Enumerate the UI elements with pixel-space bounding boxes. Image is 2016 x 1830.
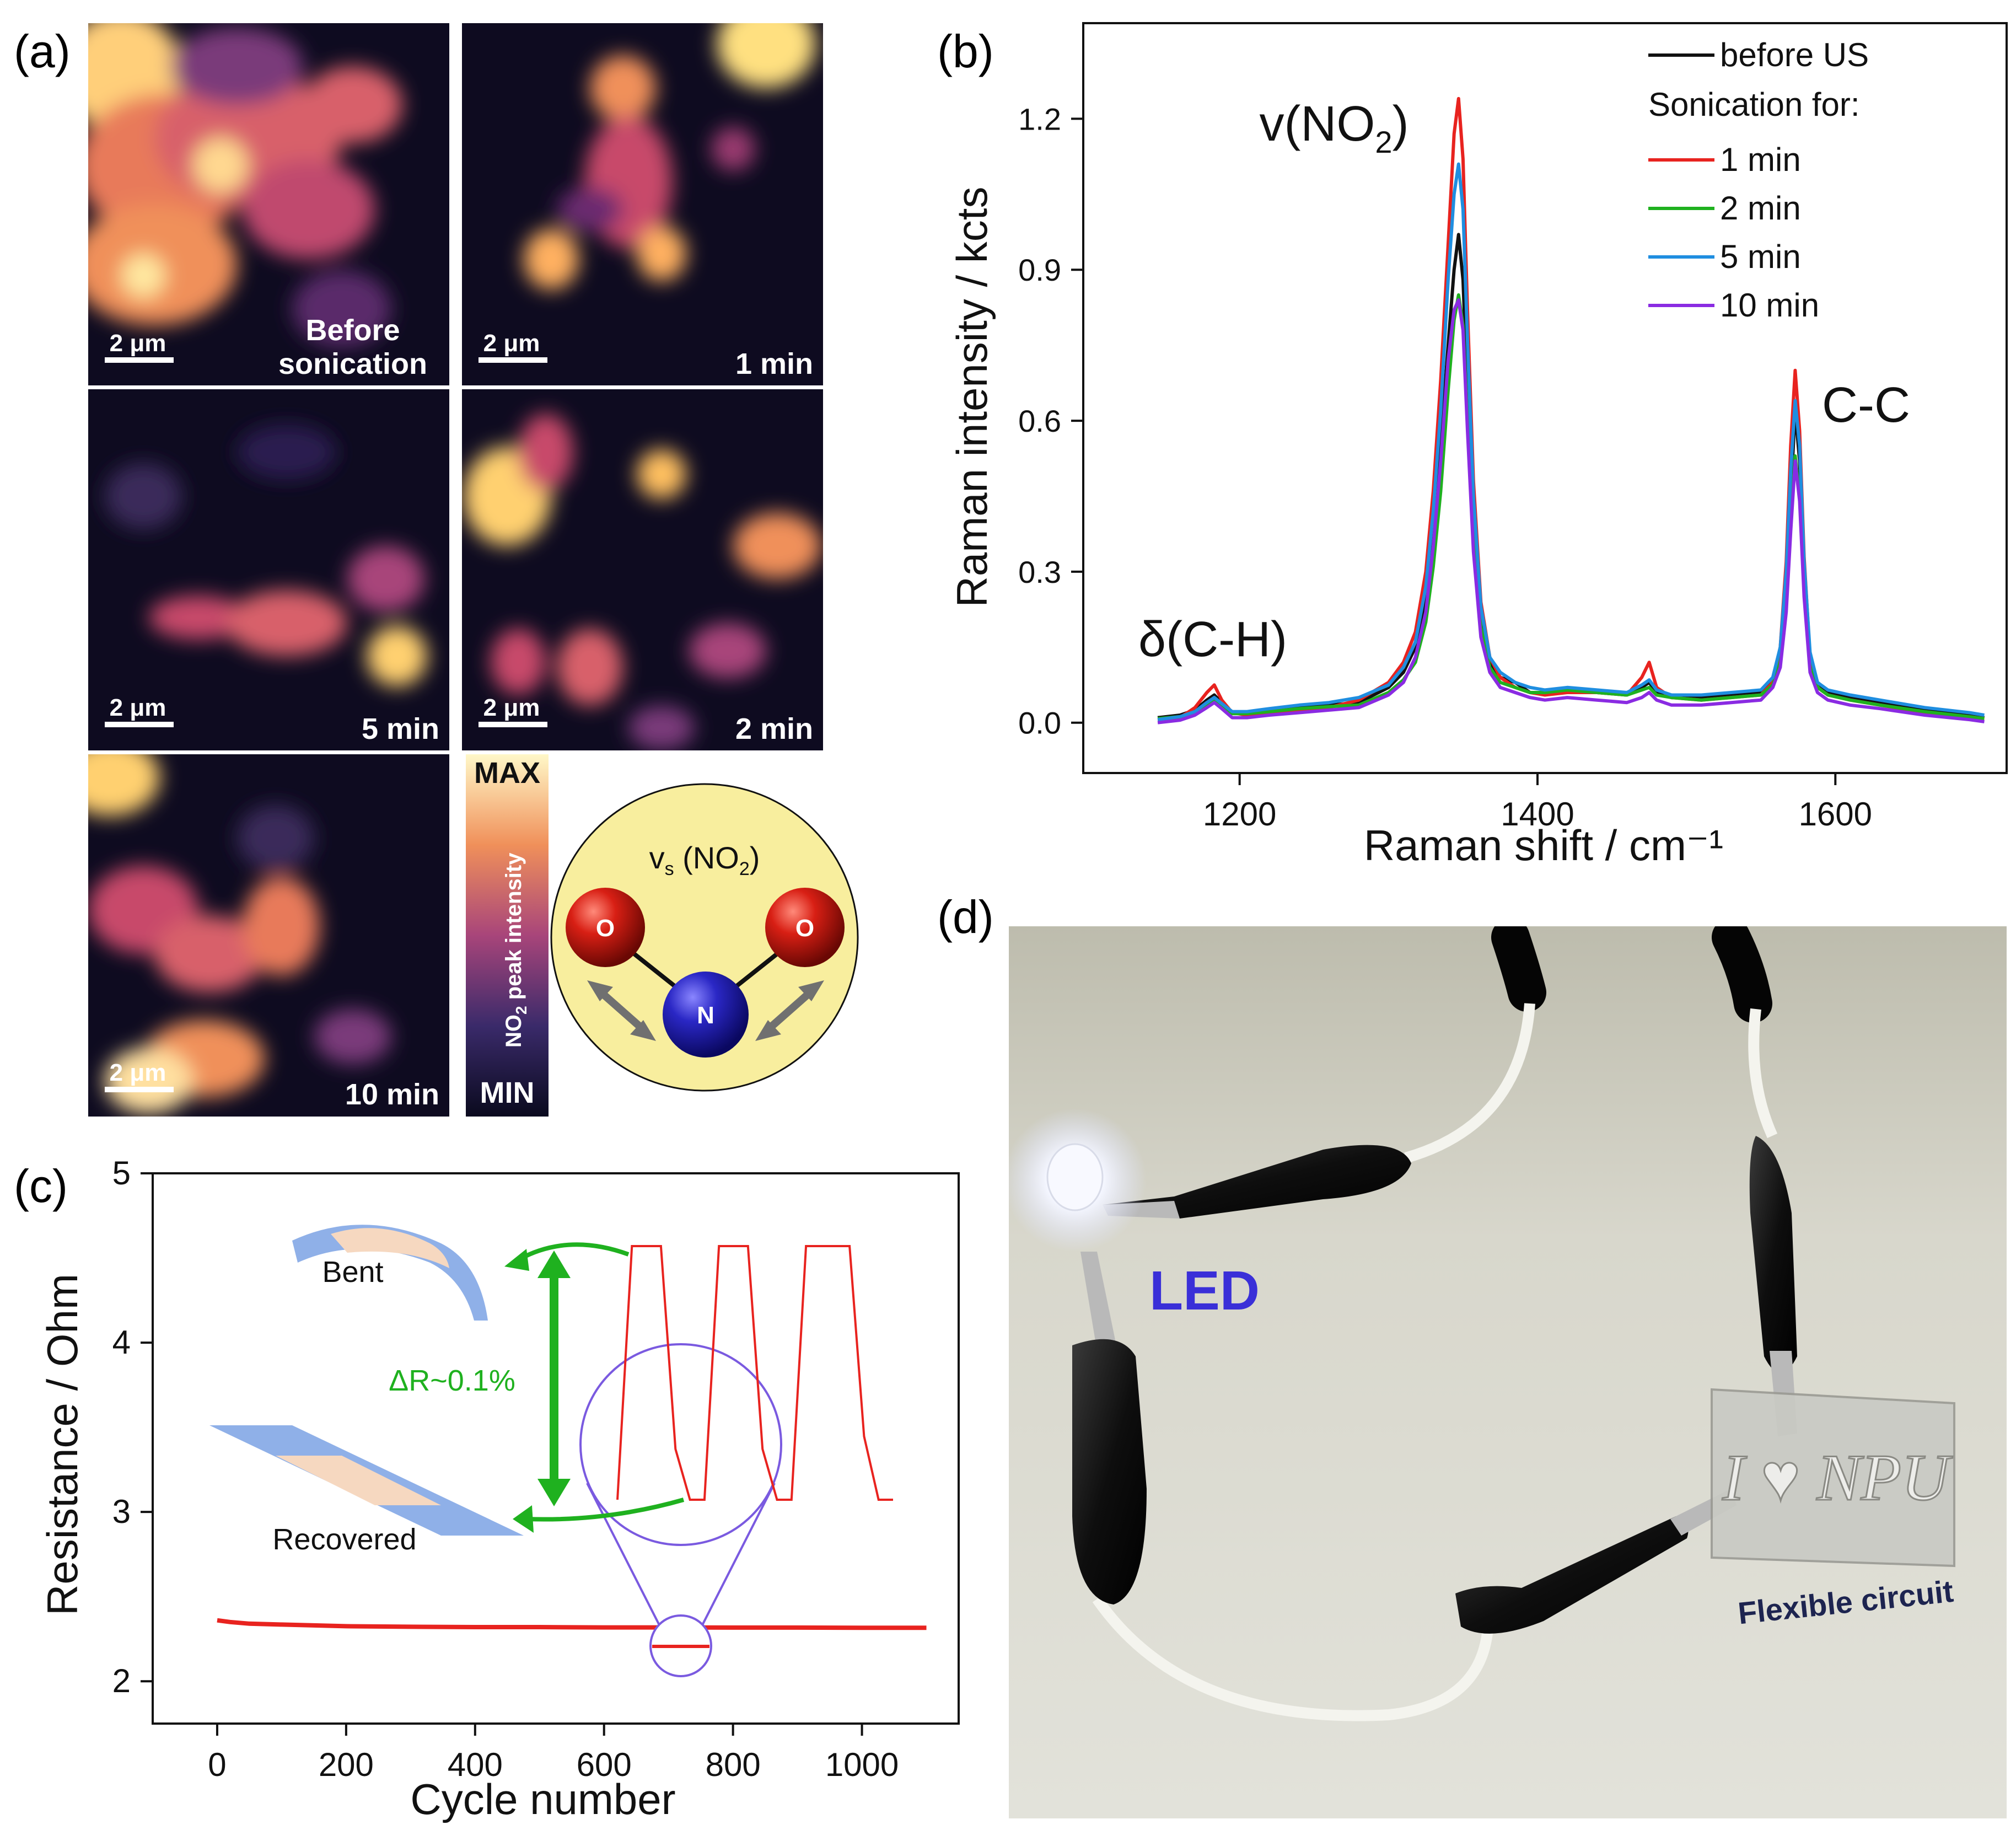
chart-c-xtick-label: 0 — [208, 1746, 226, 1783]
colorbar-max: MAX — [474, 756, 540, 790]
svg-text:2 μm: 2 μm — [110, 1059, 166, 1086]
panel-label-a: (a) — [14, 25, 71, 77]
annotation-ch: δ(C-H) — [1138, 612, 1287, 667]
panel-b-chart: 1200 1400 1600 0.0 0.3 0.6 0.9 1.2 Raman shift … — [948, 22, 2008, 870]
chart-b-ytick-label: 0.6 — [1018, 404, 1061, 438]
chart-c-inset — [579, 1245, 893, 1677]
legend-label: 10 min — [1720, 287, 1819, 324]
chart-c-xtick-label: 600 — [577, 1746, 632, 1783]
map-title-10min: 10 min — [345, 1078, 439, 1111]
heatmap-before-sonication — [88, 23, 449, 385]
chart-b-ytick-label: 1.2 — [1018, 101, 1061, 136]
panel-label-d: (d) — [937, 891, 994, 943]
panel-label-b: (b) — [937, 25, 994, 77]
label-bent: Bent — [322, 1255, 383, 1289]
scale-bar-4: 2 μm — [479, 694, 547, 727]
bent-strip-illustration — [292, 1225, 488, 1321]
vibration-arrow-right — [755, 980, 824, 1041]
annotation-no2: v(NO2) — [1259, 96, 1408, 159]
circuit-text: I ♥ NPU — [1722, 1441, 1953, 1514]
chart-c-xtick-label: 400 — [448, 1746, 503, 1783]
map-title-5min: 5 min — [362, 712, 439, 745]
legend-label-before-us: before US — [1720, 36, 1869, 73]
chart-b-ytick-label: 0.3 — [1018, 555, 1061, 589]
chart-b-legend: before US Sonication for: 1 min 2 min 5 min 1… — [1648, 36, 1869, 324]
map-title-2min: 2 min — [735, 712, 813, 745]
chart-b-ytick-label: 0.9 — [1018, 253, 1061, 287]
atom-n: N — [697, 1002, 714, 1029]
chart-b-ylabel: Raman intensity / kcts — [948, 187, 996, 608]
panel-d-photo: I ♥ NPU LED Flexible circuit — [1009, 926, 2007, 1818]
arrow-to-recovered — [526, 1498, 685, 1522]
chart-c-ytick-label: 4 — [112, 1324, 131, 1361]
scale-bar-3: 2 μm — [105, 694, 174, 727]
scale-bar-2: 2 μm — [479, 330, 547, 363]
heatmap-5-min — [88, 389, 449, 750]
svg-text:2 μm: 2 μm — [110, 694, 166, 721]
scale-bar-5: 2 μm — [105, 1059, 174, 1092]
panel-label-c: (c) — [14, 1160, 68, 1212]
svg-text:2 μm: 2 μm — [483, 330, 540, 357]
colorbar: MAX MIN NO2 peak intensity — [466, 754, 549, 1117]
wire-bottom — [1092, 1596, 1494, 1721]
chart-b-frame — [1082, 22, 2008, 774]
chart-c-ylabel: Resistance / Ohm — [38, 1274, 87, 1616]
chart-b-xtick-label: 1600 — [1799, 796, 1872, 833]
clip-led-bottom — [1072, 1252, 1147, 1604]
chart-b-ytick-label: 0.0 — [1018, 706, 1061, 740]
label-recovered: Recovered — [272, 1523, 416, 1556]
svg-text:2 μm: 2 μm — [483, 694, 540, 721]
legend-header: Sonication for: — [1648, 86, 1860, 123]
panel-a: Before sonication 1 min 5 min 2 min 10 m… — [88, 23, 859, 1117]
heatmap-10-min — [88, 754, 449, 1117]
chart-c-ytick-label: 3 — [112, 1493, 131, 1530]
flexible-circuit-sheet: I ♥ NPU — [1711, 1388, 1955, 1568]
no2-molecule-diagram: vs (NO2) O O N — [550, 783, 859, 1092]
chart-b-xlabel: Raman shift / cm⁻¹ — [1364, 821, 1723, 870]
map-title-1min: 1 min — [735, 347, 813, 380]
series-5-min — [1157, 162, 1985, 722]
arrow-to-bent — [517, 1242, 630, 1262]
chart-b-xtick-label: 1200 — [1203, 796, 1276, 833]
inset-square-wave — [616, 1245, 893, 1501]
atom-o-right: O — [795, 915, 814, 942]
chart-c-xlabel: Cycle number — [410, 1775, 675, 1823]
map-title-before-line2: sonication — [278, 347, 427, 380]
delta-r-arrow — [537, 1251, 571, 1506]
series-10-min — [1157, 298, 1985, 725]
chart-c-ytick-label: 2 — [112, 1662, 131, 1699]
series-resistance — [217, 1618, 927, 1630]
led-bulb — [1009, 1108, 1147, 1252]
chart-b-xtick-label: 1400 — [1501, 796, 1574, 833]
map-title-before-line1: Before — [305, 314, 400, 347]
atom-o-left: O — [596, 915, 615, 942]
panel-c-chart: 0 200 400 600 800 1000 2 3 4 5 Cycle number Resis… — [38, 1155, 960, 1823]
molecule-title: vs (NO2) — [649, 840, 760, 879]
annotation-cc: C-C — [1822, 378, 1910, 433]
vibration-arrow-left — [587, 980, 656, 1041]
legend-label: 2 min — [1720, 190, 1801, 227]
legend-label: 5 min — [1720, 238, 1801, 275]
heatmap-1-min — [462, 23, 823, 385]
chart-c-xtick-label: 200 — [319, 1746, 374, 1783]
scale-bar-1: 2 μm — [105, 330, 174, 363]
wire-top — [1404, 1003, 1535, 1163]
label-led: LED — [1149, 1260, 1260, 1322]
chart-c-xtick-label: 800 — [706, 1746, 761, 1783]
legend-label: 1 min — [1720, 141, 1801, 178]
svg-text:2 μm: 2 μm — [110, 330, 166, 357]
recovered-strip-illustration — [209, 1425, 524, 1536]
colorbar-label: NO2 peak intensity — [502, 852, 530, 1048]
chart-c-ytick-label: 5 — [112, 1155, 131, 1192]
label-delta-r: ΔR~0.1% — [389, 1364, 515, 1397]
chart-c-xtick-label: 1000 — [825, 1746, 899, 1783]
colorbar-min: MIN — [480, 1076, 535, 1109]
heatmap-2-min — [462, 389, 823, 750]
chart-c-frame — [152, 1172, 960, 1725]
